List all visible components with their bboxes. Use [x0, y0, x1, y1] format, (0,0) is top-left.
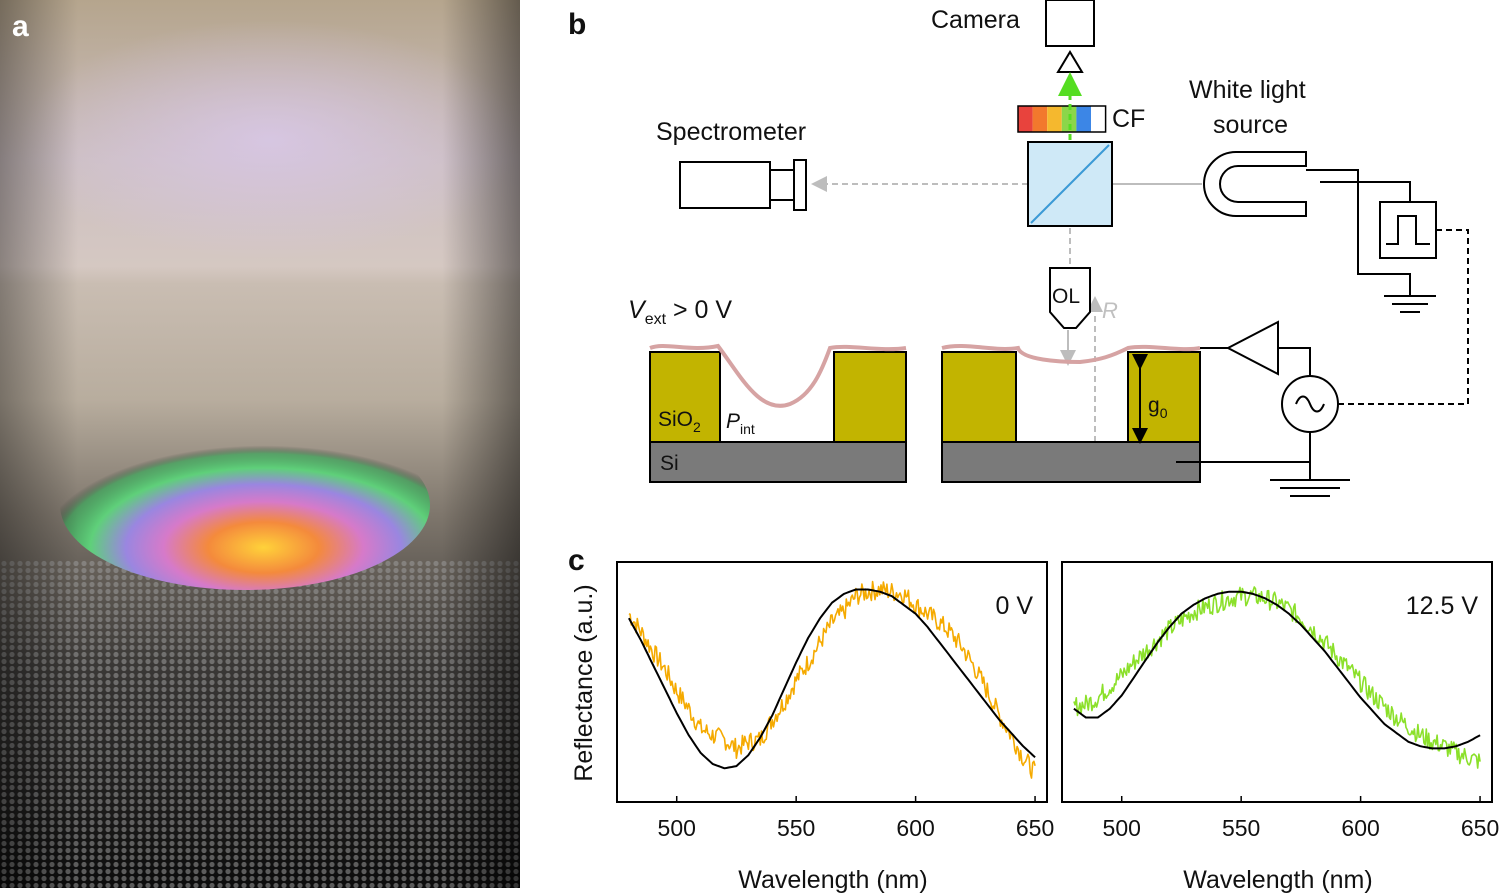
spectrometer-icon	[679, 159, 807, 211]
camera-label: Camera	[931, 6, 1020, 34]
x-tick-label: 550	[777, 815, 815, 841]
silicon-label-left: Si	[660, 452, 679, 475]
trigger-line	[1338, 229, 1469, 405]
device-right	[941, 344, 1201, 483]
amp-to-source-wire	[1278, 347, 1311, 376]
x-tick-label: 500	[1103, 815, 1141, 841]
device-left	[649, 343, 907, 483]
filter-swatch	[1076, 106, 1091, 132]
setup-schematic: b Camera CF R Spectrometer White light s…	[568, 0, 1469, 497]
series-fit	[1073, 590, 1481, 750]
chart-right: 500 550 600 650 12.5 V	[1061, 561, 1499, 841]
lamp-wire-2	[1320, 181, 1411, 202]
series-fit	[628, 588, 1036, 770]
x-tick-label: 650	[1016, 815, 1054, 841]
spectrometer-label: Spectrometer	[656, 118, 806, 146]
lamp-wire-hidden	[1306, 198, 1344, 210]
x-tick-label: 550	[1222, 815, 1260, 841]
filter-swatch	[1047, 106, 1062, 132]
gap-label: g0	[1148, 394, 1168, 421]
chart-left: 500 550 600 650 0 V	[616, 561, 1054, 841]
voltage-title: 12.5 V	[1406, 592, 1479, 620]
pulse-generator	[1379, 201, 1437, 259]
spectra-figure: c Reflectance (a.u.) 500 550 600 650 0 V 500…	[568, 544, 1499, 894]
panel-label-b: b	[568, 8, 586, 41]
membrane-flat	[941, 344, 1201, 365]
filter-swatch	[1032, 106, 1048, 132]
voltage-title: 0 V	[995, 592, 1033, 620]
camera-icon	[1045, 0, 1095, 47]
y-axis-label: Reflectance (a.u.)	[570, 584, 598, 781]
pulse-icon	[1386, 215, 1430, 245]
amplifier-icon	[1225, 320, 1279, 376]
filter-swatch	[1091, 106, 1106, 132]
voltage-label: Vext > 0 V	[628, 296, 732, 328]
camera-lens-icon	[1056, 50, 1084, 73]
x-tick-label: 600	[1341, 815, 1379, 841]
ground-icon-top	[1384, 295, 1436, 313]
ground-icon-bottom	[1270, 479, 1350, 497]
color-filter-label: CF	[1112, 105, 1145, 133]
reflected-label: R	[1102, 298, 1118, 323]
white-light-label-1: White light	[1189, 76, 1306, 104]
color-filter	[1017, 105, 1107, 133]
white-light-label-2: source	[1213, 111, 1288, 139]
x-tick-label: 650	[1461, 815, 1499, 841]
x-axis-label-left: Wavelength (nm)	[738, 866, 927, 894]
panel-label-c: c	[568, 544, 585, 577]
x-tick-label: 600	[896, 815, 934, 841]
membrane-bulged	[649, 343, 907, 408]
objective-label: OL	[1052, 285, 1080, 308]
panel-label-a: a	[12, 10, 29, 43]
x-axis-label-right: Wavelength (nm)	[1183, 866, 1372, 894]
pulse-ground-wire	[1358, 273, 1411, 296]
series-measured	[1073, 586, 1481, 769]
oxide-label: SiO2	[658, 408, 701, 435]
objective-lens-icon	[1049, 267, 1091, 329]
series-measured	[628, 580, 1036, 779]
membrane-illustration: a	[0, 0, 520, 888]
pressure-label: Pint	[726, 410, 755, 437]
filter-swatch	[1018, 106, 1033, 132]
x-tick-label: 500	[658, 815, 696, 841]
lamp-wire-1	[1306, 169, 1380, 275]
lamp-icon	[1203, 151, 1307, 217]
